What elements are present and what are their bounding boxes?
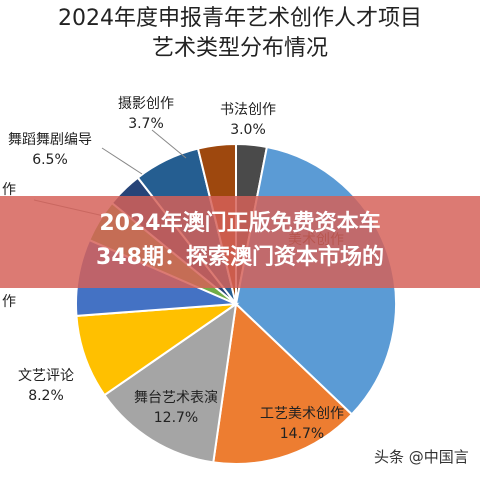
slice-percent-label: 8.2%	[28, 388, 64, 404]
slice-label: 作	[2, 294, 16, 310]
chart-title-line-1: 2024年度申报青年艺术创作人才项目	[58, 6, 422, 31]
slice-label: 摄影创作	[118, 96, 174, 112]
chart-title-line-2: 艺术类型分布情况	[151, 36, 328, 61]
headline-line-2: 348期：探索澳门资本市场的	[96, 245, 384, 270]
slice-percent-label: 3.0%	[230, 122, 266, 138]
slice-label: 工艺美术创作	[260, 406, 344, 422]
slice-labels: 书法创作3.0%美术创作工艺美术创作14.7%舞台艺术表演12.7%文艺评论8.…	[2, 96, 344, 442]
pie-slice	[75, 302, 240, 397]
slice-label: 舞蹈舞剧编导	[8, 132, 92, 148]
slice-percent-label: 3.7%	[128, 116, 164, 132]
slice-label: 书法创作	[220, 102, 276, 118]
slice-percent-label: 12.7%	[154, 410, 198, 426]
slice-label: 舞台艺术表演	[134, 390, 218, 406]
pie-slice	[212, 301, 354, 465]
source-watermark: 头条 @中国言	[374, 448, 469, 466]
headline-banner[interactable]: 2024年澳门正版免费资本车 348期：探索澳门资本市场的	[0, 196, 480, 288]
pie-slice	[103, 301, 238, 464]
leader-line	[101, 147, 143, 175]
chart-title: 2024年度申报青年艺术创作人才项目 艺术类型分布情况	[0, 4, 480, 64]
slice-label: 作	[2, 182, 16, 198]
slice-percent-label: 14.7%	[280, 426, 324, 442]
slice-percent-label: 6.5%	[32, 152, 68, 168]
leader-line	[151, 129, 187, 159]
headline-line-1: 2024年澳门正版免费资本车	[99, 211, 381, 236]
pie-slices	[75, 142, 397, 465]
slice-label: 文艺评论	[18, 368, 74, 384]
